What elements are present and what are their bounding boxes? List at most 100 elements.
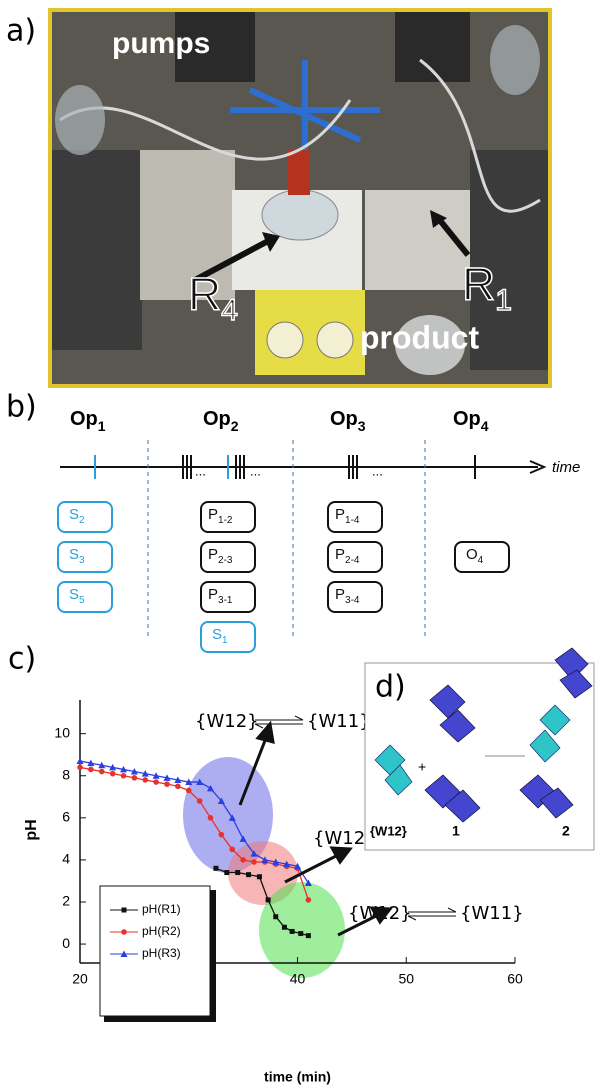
marker [120,765,127,773]
task-box [200,621,256,653]
task-box [327,581,383,613]
marker [305,897,312,903]
text: P [335,586,345,603]
marker [120,950,128,957]
y-tick-label: 10 [54,724,70,740]
task-label: P3-4 [335,586,360,606]
marker [283,860,291,868]
legend-label: pH(R1) [142,902,181,916]
marker [76,757,84,765]
y-tick-label: 6 [62,809,70,825]
subscript: 1-4 [345,515,360,526]
text: O [466,546,478,563]
marker [239,835,247,842]
marker [304,879,312,887]
series [213,865,311,939]
text: Op [203,408,231,430]
marker [109,763,117,771]
marker [272,858,280,866]
text: Op [70,408,98,430]
panel-label: a) [6,14,36,49]
x-tick-label: 50 [398,971,414,987]
subscript: 3-1 [218,595,233,606]
separators [147,440,426,636]
subscript: 4 [481,418,489,434]
subscript: 2 [231,418,239,434]
marker [185,787,192,794]
marker [185,778,193,786]
subscript: 2-4 [345,555,360,566]
marker [207,815,214,821]
marker [224,870,230,876]
task-label: P3-1 [208,586,233,606]
task-label: P2-3 [208,546,233,566]
task-label: S5 [69,586,85,606]
y-tick-label: 8 [62,766,70,782]
task-box [57,501,113,533]
marker [130,768,138,775]
plus: + [418,759,426,775]
annotation: {W11} [460,903,524,924]
timeline: ...... ...Op1S2S3S5Op2P1-2P2-3P3-1S1Op3P1… [57,408,510,653]
op-label: Op3 [330,408,366,433]
compound-label: 2 [562,823,570,839]
subscript: 1 [495,284,512,317]
reactor-label: R1 [462,258,512,317]
text: P [335,546,345,563]
marker [229,846,236,853]
legend-box [99,885,211,1017]
marker [98,761,106,769]
task-label: P2-4 [335,546,360,566]
marker [273,914,279,920]
task-box [200,541,256,573]
equilibrium-arrow [407,907,457,921]
marker [121,907,127,913]
marker [251,859,257,865]
axis-arrow [529,460,547,474]
ellipsis: ... [372,463,383,478]
text: R [462,258,495,310]
text: P [208,506,218,523]
series [76,757,312,887]
axis-label: time [552,459,580,476]
text: R [188,268,221,320]
marker [175,783,181,790]
task-label: S2 [69,506,85,526]
marker [164,781,170,787]
marker [228,814,236,821]
task-box [200,501,256,533]
equilibrium-arrow [254,715,304,729]
line [79,766,309,901]
marker [281,924,287,930]
compound-label: {W12} [370,823,407,838]
marker [246,872,252,878]
subscript: 3 [358,418,366,434]
legend: pH(R1) pH(R2) pH(R3) [99,885,216,1022]
x-tick-label: 20 [72,971,88,987]
marker [213,865,219,871]
subscript: 3 [79,555,85,566]
plot: 02468102030405060time (min)pHpH(R1)pH(R2… [23,700,524,1085]
marker [120,772,127,779]
marker [289,928,295,934]
marker [109,770,116,777]
compound-label: 1 [452,823,460,839]
marker [261,856,269,863]
legend-label: pH(R2) [142,924,181,938]
marker [256,874,262,880]
marker [88,766,94,773]
photo-label: pumps [112,27,210,60]
marker [250,850,258,857]
arrows [238,720,393,937]
subscript: 1 [98,418,106,434]
task-box [57,541,113,573]
marker [265,897,271,903]
marker [196,798,203,804]
text: Op [330,408,358,430]
y-tick-label: 0 [62,935,70,951]
text: P [208,586,218,603]
task-box [454,541,510,573]
x-tick-label: 60 [507,971,523,987]
marker [142,777,149,783]
